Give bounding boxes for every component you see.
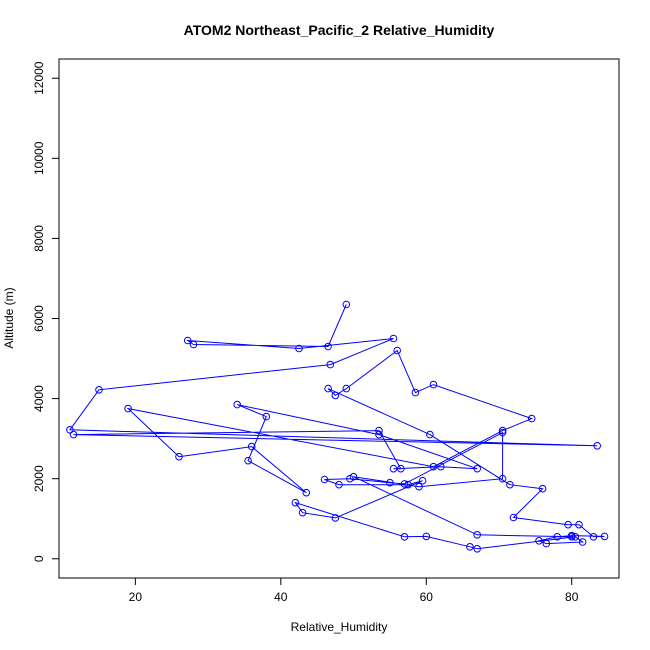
data-point — [335, 480, 343, 489]
data-point — [175, 452, 183, 461]
data-point — [331, 391, 340, 400]
data-point — [320, 475, 329, 484]
data-point — [535, 537, 543, 545]
data-point — [527, 414, 536, 423]
y-axis-label: Altitude (m) — [2, 287, 16, 348]
data-point — [298, 508, 307, 517]
data-point — [183, 336, 192, 345]
x-axis-label: Relative_Humidity — [291, 620, 388, 634]
data-point — [415, 482, 423, 491]
data-point — [404, 480, 412, 489]
x-axis: 20 40 60 80 — [129, 578, 579, 604]
data-point — [124, 404, 132, 413]
x-tick-label: 60 — [420, 590, 434, 604]
data-point — [233, 400, 241, 409]
data-point — [244, 456, 252, 465]
data-point — [400, 480, 409, 488]
data-point — [509, 513, 518, 522]
data-point — [498, 428, 507, 437]
data-point — [393, 346, 402, 355]
data-point — [466, 543, 474, 551]
series-line — [68, 304, 605, 550]
data-point — [418, 476, 427, 485]
data-point — [302, 488, 311, 497]
y-tick-label: 4000 — [32, 385, 46, 412]
data-point — [567, 533, 576, 541]
data-point — [291, 498, 300, 507]
data-point — [69, 430, 78, 439]
data-point — [578, 538, 587, 546]
data-point — [429, 462, 438, 471]
data-point — [542, 539, 551, 548]
data-point — [389, 334, 398, 343]
y-tick-label: 6000 — [32, 305, 46, 332]
data-point — [600, 532, 609, 541]
y-tick-label: 2000 — [32, 465, 46, 492]
x-tick-label: 40 — [274, 590, 288, 604]
data-point — [553, 533, 562, 541]
data-point — [66, 426, 74, 434]
data-point — [95, 386, 103, 394]
y-tick-label: 0 — [32, 555, 46, 562]
x-tick-label: 80 — [565, 590, 579, 604]
data-point — [571, 533, 580, 541]
data-point — [437, 462, 445, 471]
y-tick-label: 10000 — [32, 141, 46, 175]
data-point — [575, 520, 583, 529]
data-point — [473, 531, 482, 539]
data-point — [422, 532, 431, 541]
data-point — [498, 426, 507, 435]
data-point — [324, 342, 332, 351]
data-point — [247, 442, 256, 451]
data-point — [375, 430, 383, 439]
data-point — [389, 464, 398, 473]
data-point — [342, 300, 351, 309]
data-point — [326, 360, 335, 369]
data-point — [349, 472, 358, 481]
data-point — [429, 380, 438, 389]
x-tick-label: 20 — [129, 590, 143, 604]
data-point — [538, 484, 547, 493]
data-point — [593, 442, 602, 450]
data-point — [411, 388, 420, 397]
data-point — [262, 412, 271, 421]
data-point — [331, 514, 340, 522]
y-axis: 0 2000 4000 6000 8000 10000 12000 — [32, 61, 59, 562]
data-point — [589, 533, 598, 541]
data-point — [342, 384, 351, 393]
data-point — [346, 474, 354, 483]
data-point — [386, 478, 394, 487]
plot-frame — [58, 58, 620, 579]
data-point — [564, 520, 572, 529]
y-tick-label: 8000 — [32, 225, 46, 252]
data-point — [295, 344, 303, 353]
data-point — [498, 474, 507, 483]
data-point — [506, 480, 514, 489]
data-point — [397, 464, 405, 473]
data-point — [426, 430, 434, 439]
plot-area — [66, 300, 609, 553]
data-point — [400, 533, 409, 541]
data-point — [189, 340, 198, 349]
y-tick-label: 12000 — [32, 61, 46, 95]
data-point — [375, 426, 383, 435]
chart-title: ATOM2 Northeast_Pacific_2 Relative_Humid… — [184, 22, 495, 38]
data-point — [473, 545, 482, 553]
data-point — [324, 384, 332, 393]
data-point — [473, 464, 482, 473]
